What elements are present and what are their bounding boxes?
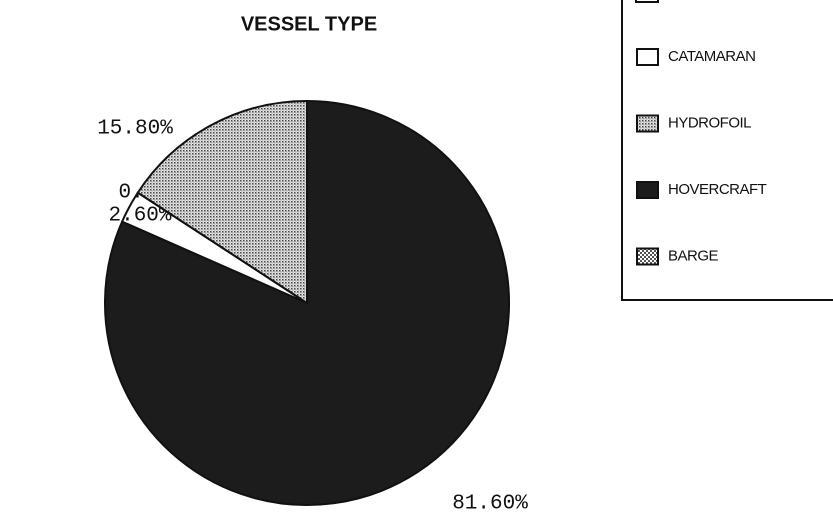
- legend-label: CATAMARAN: [668, 48, 755, 65]
- chart-title: VESSEL TYPE: [241, 13, 377, 35]
- legend-label: BARGE: [668, 247, 719, 264]
- legend-label: HYDROFOIL: [668, 114, 751, 131]
- legend-swatch: [636, 48, 659, 66]
- data-label: 2.60%: [108, 205, 171, 228]
- data-label: 81.60%: [452, 493, 528, 516]
- data-label: 15.80%: [97, 118, 173, 141]
- legend-swatch: [636, 247, 659, 266]
- legend-label: HOVERCRAFT: [668, 181, 767, 198]
- pie-slice: [136, 99, 308, 305]
- legend-swatch-cut: [635, 0, 659, 3]
- legend-swatch: [636, 181, 659, 199]
- legend-swatch: [636, 114, 659, 133]
